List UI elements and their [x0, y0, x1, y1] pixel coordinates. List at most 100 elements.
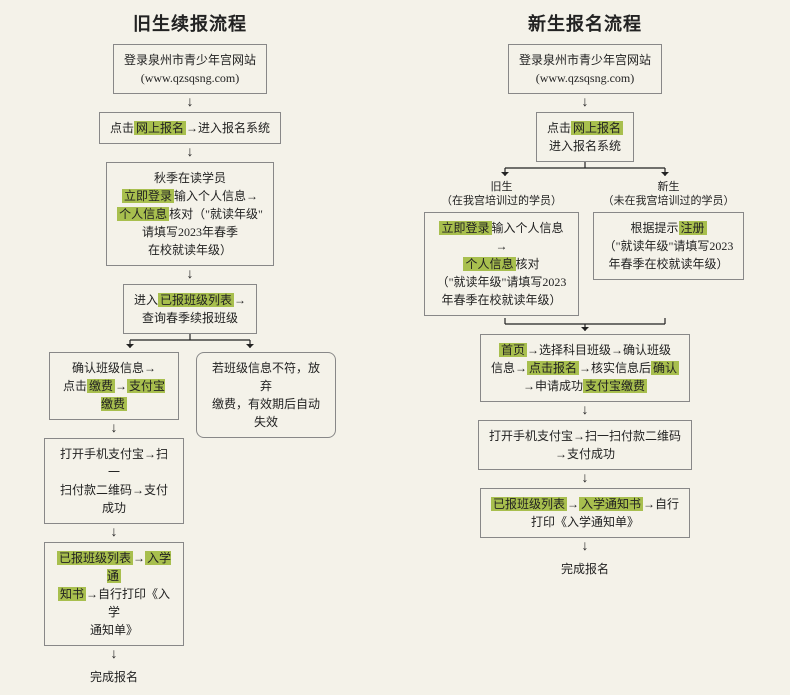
right-bl-mid1: 输入个人信息→: [492, 221, 564, 253]
arrow-icon: ↓: [582, 472, 589, 486]
right-step2-hl: 网上报名: [571, 121, 623, 135]
arrow-icon: ↓: [582, 540, 589, 554]
right-done: 完成报名: [561, 560, 609, 577]
left-step2-pre: 点击: [110, 121, 134, 135]
right-bl-line3: （"就读年级"请填写2023: [437, 275, 567, 289]
right-bl-mid2: 核对: [516, 257, 540, 271]
left-done: 完成报名: [90, 668, 138, 685]
arrow-icon: ↓: [111, 526, 118, 540]
left-step6: 打开手机支付宝→扫一 扫付款二维码→支付成功: [44, 438, 184, 524]
arrow-icon: ↓: [111, 422, 118, 436]
right-s4-hl3: 确认: [651, 361, 679, 375]
left-step3-mid1: 输入个人信息→: [174, 189, 258, 203]
right-s6-post: →自行: [643, 497, 679, 511]
right-s4-mid2: →核实信息后: [579, 361, 651, 375]
left-step3-line4: 在校就读年级）: [148, 243, 232, 257]
arrow-icon: ↓: [187, 146, 194, 160]
left-step5b-line2: 缴费，有效期后自动失效: [212, 397, 320, 429]
right-s4-hl2: 点击报名: [527, 361, 579, 375]
left-step5a-pre2: 点击: [63, 379, 87, 393]
right-title: 新生报名流程: [528, 10, 642, 36]
left-step4-hl: 已报班级列表: [158, 293, 234, 307]
left-step3-hl2: 个人信息: [117, 207, 169, 221]
right-step1-line2: (www.qzsqsng.com): [536, 71, 635, 85]
merge-connector: [435, 316, 735, 334]
right-s4-hl4: 支付宝缴费: [583, 379, 647, 393]
right-step2-pre: 点击: [547, 121, 571, 135]
right-step1: 登录泉州市青少年宫网站 (www.qzsqsng.com): [508, 44, 662, 94]
right-branchR-box: 根据提示注册 （"就读年级"请填写2023 年春季在校就读年级）: [593, 212, 745, 280]
right-bl-l2: （在我宫培训过的学员）: [441, 195, 562, 207]
right-step4: 首页→选择科目班级→确认班级 信息→点击报名→核实信息后确认 →申请成功支付宝缴…: [480, 334, 690, 402]
left-branch-a: 确认班级信息→ 点击缴费→支付宝缴费 ↓ 打开手机支付宝→扫一 扫付款二维码→支…: [44, 352, 184, 685]
right-br-l1: 新生: [658, 181, 680, 193]
arrow-icon: ↓: [111, 648, 118, 662]
right-branchL-label: 旧生 （在我宫培训过的学员）: [441, 180, 562, 209]
right-br-hl: 注册: [679, 221, 707, 235]
left-step5b-line1: 若班级信息不符，放弃: [212, 361, 320, 393]
left-step4-pre: 进入: [134, 293, 158, 307]
left-step4: 进入已报班级列表→ 查询春季续报班级: [123, 284, 257, 334]
right-branchR-label: 新生 （未在我宫培训过的学员）: [603, 180, 735, 209]
left-step2-hl: 网上报名: [134, 121, 186, 135]
right-s6-mid1: →: [567, 497, 579, 511]
left-step5a: 确认班级信息→ 点击缴费→支付宝缴费: [49, 352, 179, 420]
left-step3-line3: 请填写2023年春季: [142, 225, 238, 239]
left-step3-mid2: 核对（"就读年级": [169, 207, 263, 221]
arrow-icon: ↓: [187, 96, 194, 110]
right-s4-pre2: 信息→: [491, 361, 527, 375]
left-step7-hl2b: 知书: [58, 587, 86, 601]
flowchart-container: 旧生续报流程 登录泉州市青少年宫网站 (www.qzsqsng.com) ↓ 点…: [0, 0, 790, 695]
left-step4-line2: 查询春季续报班级: [142, 311, 238, 325]
left-step4-post: →: [234, 293, 246, 307]
left-step6-line1: 打开手机支付宝→扫一: [60, 447, 168, 479]
right-step5: 打开手机支付宝→扫一扫付款二维码 →支付成功: [478, 420, 692, 470]
left-step3-line1: 秋季在读学员: [154, 171, 226, 185]
right-branch-left: 旧生 （在我宫培训过的学员） 立即登录输入个人信息→ 个人信息核对 （"就读年级…: [424, 180, 579, 316]
left-step7: 已报班级列表→入学通知书→自行打印《入学 通知单》: [44, 542, 184, 646]
right-branchL-box: 立即登录输入个人信息→ 个人信息核对 （"就读年级"请填写2023 年春季在校就…: [424, 212, 579, 316]
right-branch-right: 新生 （未在我宫培训过的学员） 根据提示注册 （"就读年级"请填写2023 年春…: [591, 180, 746, 280]
right-br-l2: （未在我宫培训过的学员）: [603, 195, 735, 207]
left-flow: 旧生续报流程 登录泉州市青少年宫网站 (www.qzsqsng.com) ↓ 点…: [44, 10, 336, 685]
right-s6-line2: 打印《入学通知单》: [531, 515, 639, 529]
right-step2: 点击网上报名 进入报名系统: [536, 112, 634, 162]
right-branch-row: 旧生 （在我宫培训过的学员） 立即登录输入个人信息→ 个人信息核对 （"就读年级…: [424, 180, 746, 316]
left-step1-line1: 登录泉州市青少年宫网站: [124, 53, 256, 67]
right-bl-hl1: 立即登录: [439, 221, 491, 235]
left-step7-post: →自行打印《入学: [86, 587, 170, 619]
right-bl-l1: 旧生: [491, 181, 513, 193]
left-step1: 登录泉州市青少年宫网站 (www.qzsqsng.com): [113, 44, 267, 94]
right-s6-hl1: 已报班级列表: [491, 497, 567, 511]
right-bl-hl2: 个人信息: [463, 257, 515, 271]
right-step1-line1: 登录泉州市青少年宫网站: [519, 53, 651, 67]
arrow-icon: ↓: [582, 96, 589, 110]
left-step7-mid1: →: [133, 551, 145, 565]
right-s4-pre3: →申请成功: [523, 379, 583, 393]
right-br-line2: （"就读年级"请填写2023: [604, 239, 734, 253]
left-step2: 点击网上报名→进入报名系统: [99, 112, 281, 144]
right-flow: 新生报名流程 登录泉州市青少年宫网站 (www.qzsqsng.com) ↓ 点…: [424, 10, 746, 685]
left-branch-row: 确认班级信息→ 点击缴费→支付宝缴费 ↓ 打开手机支付宝→扫一 扫付款二维码→支…: [44, 352, 336, 685]
split-connector: [70, 334, 310, 352]
left-step1-line2: (www.qzsqsng.com): [141, 71, 240, 85]
arrow-icon: ↓: [187, 268, 194, 282]
right-br-line3: 年春季在校就读年级）: [608, 257, 728, 271]
left-step5b: 若班级信息不符，放弃 缴费，有效期后自动失效: [196, 352, 336, 438]
right-step2-line2: 进入报名系统: [549, 139, 621, 153]
arrow-icon: ↓: [582, 404, 589, 418]
left-step2-post: →进入报名系统: [186, 121, 270, 135]
left-step7-hl1: 已报班级列表: [57, 551, 133, 565]
left-step5a-mid: →: [115, 379, 127, 393]
left-step3-hl1: 立即登录: [122, 189, 174, 203]
left-step5a-line1: 确认班级信息→: [72, 361, 156, 375]
right-br-pre: 根据提示: [630, 221, 678, 235]
right-bl-line4: 年春季在校就读年级）: [441, 293, 561, 307]
left-step6-line2: 扫付款二维码→支付成功: [60, 483, 168, 515]
right-s6-hl2: 入学通知书: [579, 497, 643, 511]
right-s5-line1: 打开手机支付宝→扫一扫付款二维码: [489, 429, 681, 443]
left-step7-line3: 通知单》: [90, 623, 138, 637]
right-s4-mid1: →选择科目班级→确认班级: [527, 343, 671, 357]
left-branch-b: 若班级信息不符，放弃 缴费，有效期后自动失效: [196, 352, 336, 438]
right-step6: 已报班级列表→入学通知书→自行 打印《入学通知单》: [480, 488, 690, 538]
